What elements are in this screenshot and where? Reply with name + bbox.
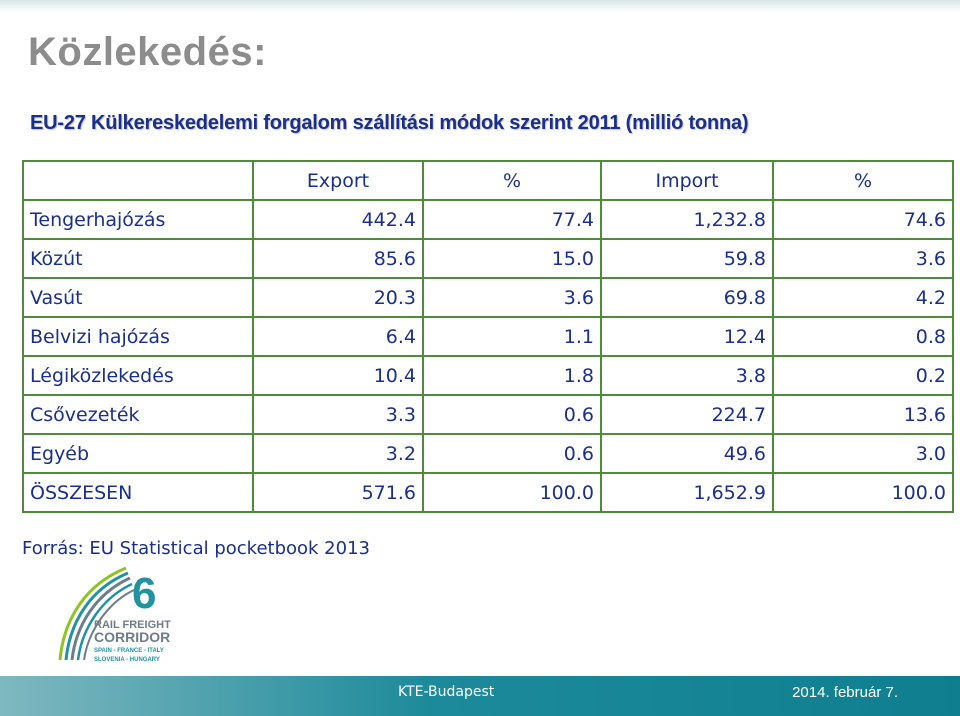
cell-export-pct: 0.6 [422,394,602,435]
cell-import: 59.8 [600,238,774,279]
cell-import: 3.8 [600,355,774,396]
cell-export: 85.6 [252,238,424,279]
cell-export-pct: 0.6 [422,433,602,474]
row-label: Egyéb [22,433,254,474]
cell-import-pct: 100.0 [772,472,954,513]
cell-import: 69.8 [600,277,774,318]
table-row: Vasút 20.3 3.6 69.8 4.2 [22,277,954,318]
row-label: Tengerhajózás [22,199,254,240]
table-row: Légiközlekedés 10.4 1.8 3.8 0.2 [22,355,954,396]
footer-date: 2014. február 7. [792,684,898,701]
cell-import-pct: 0.8 [772,316,954,357]
cell-export: 442.4 [252,199,424,240]
cell-import: 49.6 [600,433,774,474]
top-band [0,0,960,12]
cell-export: 6.4 [252,316,424,357]
header-cell-label [22,160,254,201]
slide-title: Közlekedés: [28,30,267,74]
table-row: Csővezeték 3.3 0.6 224.7 13.6 [22,394,954,435]
cell-import-pct: 3.6 [772,238,954,279]
cell-export-pct: 1.1 [422,316,602,357]
table-row: Egyéb 3.2 0.6 49.6 3.0 [22,433,954,474]
logo-line4: SLOVENIA - HUNGARY [94,657,160,663]
cell-import: 1,652.9 [600,472,774,513]
cell-import: 224.7 [600,394,774,435]
slide-subtitle: EU-27 Külkereskedelemi forgalom szállítá… [30,112,749,134]
cell-import-pct: 3.0 [772,433,954,474]
logo-line1: RAIL FREIGHT [94,619,171,631]
rail-freight-corridor-logo: 6 RAIL FREIGHT CORRIDOR SPAIN - FRANCE -… [58,566,171,663]
footer-organization: KTE-Budapest [398,684,495,700]
header-cell-import: Import [600,160,774,201]
table-row: Közút 85.6 15.0 59.8 3.6 [22,238,954,279]
cell-export: 10.4 [252,355,424,396]
row-label: Belvizi hajózás [22,316,254,357]
row-label: ÖSSZESEN [22,472,254,513]
header-cell-export-pct: % [422,160,602,201]
header-cell-export: Export [252,160,424,201]
cell-import: 1,232.8 [600,199,774,240]
table-row-total: ÖSSZESEN 571.6 100.0 1,652.9 100.0 [22,472,954,513]
cell-export: 20.3 [252,277,424,318]
row-label: Csővezeték [22,394,254,435]
footer-bar [0,676,960,716]
row-label: Közút [22,238,254,279]
table-row: Belvizi hajózás 6.4 1.1 12.4 0.8 [22,316,954,357]
cell-import: 12.4 [600,316,774,357]
logo-line2: CORRIDOR [94,629,170,645]
row-label: Légiközlekedés [22,355,254,396]
cell-export-pct: 1.8 [422,355,602,396]
cell-import-pct: 4.2 [772,277,954,318]
row-label: Vasút [22,277,254,318]
cell-import-pct: 13.6 [772,394,954,435]
table-header-row: Export % Import % [22,160,954,201]
cell-export: 571.6 [252,472,424,513]
freight-table: Export % Import % Tengerhajózás 442.4 77… [22,160,954,513]
cell-export: 3.3 [252,394,424,435]
cell-export: 3.2 [252,433,424,474]
cell-import-pct: 0.2 [772,355,954,396]
cell-import-pct: 74.6 [772,199,954,240]
cell-export-pct: 77.4 [422,199,602,240]
cell-export-pct: 15.0 [422,238,602,279]
cell-export-pct: 3.6 [422,277,602,318]
logo-line3: SPAIN - FRANCE - ITALY [94,648,164,654]
cell-export-pct: 100.0 [422,472,602,513]
table-row: Tengerhajózás 442.4 77.4 1,232.8 74.6 [22,199,954,240]
header-cell-import-pct: % [772,160,954,201]
logo-number: 6 [132,569,156,618]
source-note: Forrás: EU Statistical pocketbook 2013 [22,538,370,559]
